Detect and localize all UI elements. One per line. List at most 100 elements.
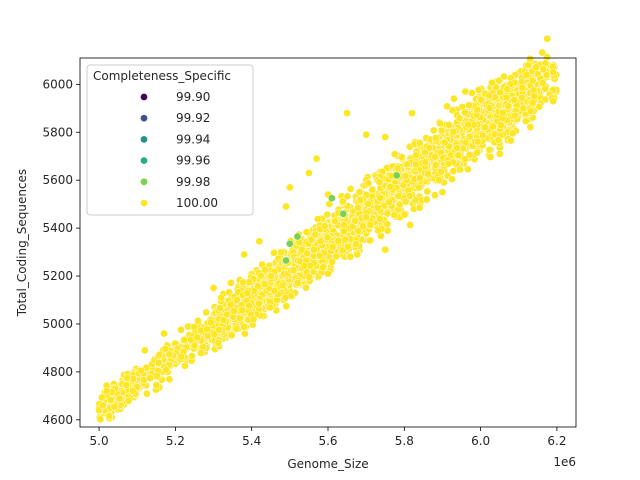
scatter-point: [137, 366, 146, 375]
scatter-point: [383, 209, 392, 218]
scatter-point: [320, 222, 329, 230]
scatter-point: [249, 315, 258, 324]
scatter-point: [437, 126, 446, 135]
scatter-point: [324, 269, 332, 278]
scatter-point: [215, 325, 223, 334]
scatter-point: [435, 176, 443, 185]
scatter-point: [154, 358, 163, 367]
scatter-point: [421, 148, 429, 157]
scatter-point: [339, 221, 348, 229]
scatter-point: [303, 249, 311, 258]
scatter-point: [354, 203, 362, 212]
scatter-point: [305, 169, 313, 177]
scatter-point: [162, 365, 171, 374]
scatter-point: [445, 121, 453, 129]
scatter-point: [98, 393, 106, 402]
scatter-point: [463, 165, 472, 174]
scatter-point: [216, 304, 224, 313]
scatter-point: [282, 202, 290, 211]
scatter-point: [353, 250, 362, 259]
scatter-point: [289, 266, 298, 275]
scatter-point: [155, 350, 164, 359]
scatter-point: [285, 239, 294, 248]
scatter-point: [390, 150, 399, 158]
scatter-point: [473, 148, 482, 157]
scatter-point: [498, 108, 507, 117]
scatter-point: [311, 230, 320, 239]
x-axis-label: Genome_Size: [287, 457, 368, 471]
legend-label: 100.00: [176, 196, 218, 210]
scatter-point: [415, 203, 424, 212]
scatter-point: [196, 326, 205, 335]
scatter-point: [376, 215, 384, 223]
scatter-point: [152, 381, 161, 389]
scatter-point: [528, 98, 537, 107]
y-tick-label: 5600: [42, 173, 73, 187]
scatter-point: [511, 111, 519, 120]
scatter-point: [146, 374, 155, 382]
scatter-point: [518, 83, 527, 92]
y-tick-label: 5000: [42, 317, 73, 331]
scatter-point: [180, 336, 189, 344]
scatter-point: [341, 235, 350, 244]
scatter-point: [261, 265, 269, 274]
scatter-point: [375, 178, 384, 186]
x-tick-label: 5.6: [318, 434, 337, 448]
scatter-point: [465, 101, 473, 110]
legend-entries: 99.90 99.92 99.94 99.96 99.98 100.00: [140, 90, 218, 210]
scatter-point: [473, 137, 482, 146]
scatter-point: [436, 119, 445, 128]
scatter-point: [343, 109, 351, 117]
scatter-point: [315, 251, 324, 260]
y-tick-label: 5400: [42, 221, 73, 235]
scatter-point: [202, 308, 210, 317]
scatter-point: [282, 302, 291, 311]
scatter-point: [521, 117, 530, 126]
scatter-point: [165, 375, 174, 384]
scatter-point: [232, 324, 241, 333]
scatter-point: [310, 245, 318, 254]
legend-frame: [86, 64, 254, 216]
x-axis-ticks: 5.0 5.2 5.4 5.6 5.8 6.0 6.2: [90, 427, 566, 448]
scatter-point: [438, 188, 447, 197]
scatter-point: [256, 271, 265, 280]
legend-label: 99.98: [176, 175, 210, 189]
scatter-point: [488, 78, 496, 87]
scatter-point: [241, 329, 249, 338]
scatter-point: [453, 144, 461, 152]
scatter-point: [227, 279, 235, 287]
scatter-point: [282, 256, 290, 265]
scatter-point: [502, 93, 511, 102]
scatter-point: [373, 203, 382, 212]
legend-marker: [140, 177, 148, 186]
scatter-point: [153, 371, 161, 380]
scatter-point: [473, 105, 482, 114]
scatter-point: [193, 333, 202, 342]
legend-label: 99.96: [176, 154, 210, 168]
scatter-point: [467, 89, 476, 97]
x-tick-label: 5.4: [242, 434, 261, 448]
scatter-point: [293, 232, 302, 241]
scatter-point: [307, 235, 316, 244]
scatter-point: [338, 197, 347, 206]
scatter-point: [503, 85, 512, 93]
scatter-point: [356, 196, 365, 204]
scatter-point: [437, 167, 446, 176]
scatter-point: [394, 192, 403, 200]
scatter-point: [408, 109, 416, 117]
scatter-point: [526, 107, 535, 115]
scatter-point: [161, 344, 170, 353]
scatter-point: [368, 185, 377, 194]
scatter-point: [312, 154, 321, 163]
scatter-point: [508, 129, 517, 138]
scatter-point: [328, 258, 336, 266]
scatter-point: [397, 153, 406, 161]
scatter-point: [359, 222, 367, 231]
scatter-point: [364, 200, 373, 208]
scatter-point: [495, 149, 504, 158]
y-axis-label: Total_Coding_Sequences: [15, 169, 29, 317]
legend-label: 99.90: [176, 90, 210, 104]
scatter-point: [489, 122, 497, 131]
scatter-point: [390, 211, 399, 219]
scatter-point: [486, 153, 495, 161]
